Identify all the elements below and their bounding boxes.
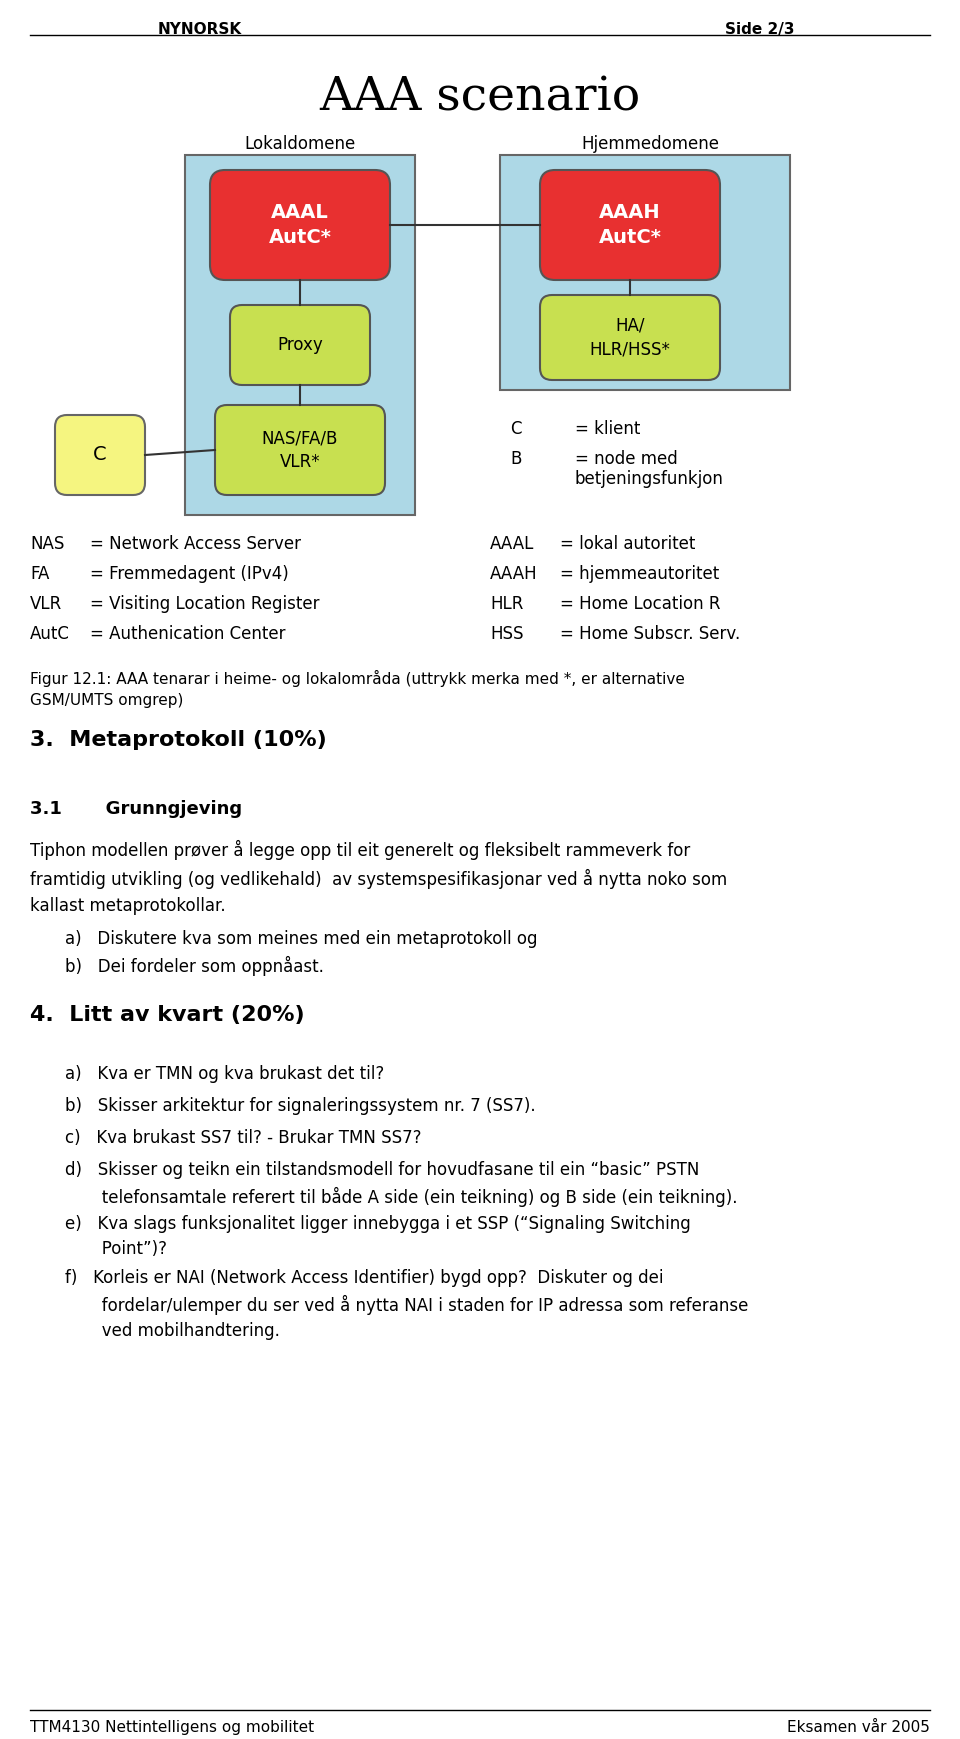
Text: f)   Korleis er NAI (Network Access Identifier) bygd opp?  Diskuter og dei
     : f) Korleis er NAI (Network Access Identi… — [65, 1269, 749, 1341]
Text: NYNORSK: NYNORSK — [158, 23, 242, 37]
Text: = Home Location R: = Home Location R — [560, 595, 721, 614]
Text: TTM4130 Nettintelligens og mobilitet: TTM4130 Nettintelligens og mobilitet — [30, 1720, 314, 1736]
Text: 4.  Litt av kvart (20%): 4. Litt av kvart (20%) — [30, 1005, 304, 1024]
Text: C: C — [510, 421, 521, 438]
Text: C: C — [93, 445, 107, 464]
Text: Proxy: Proxy — [277, 336, 323, 355]
Text: a)   Kva er TMN og kva brukast det til?: a) Kva er TMN og kva brukast det til? — [65, 1064, 384, 1083]
Text: = Visiting Location Register: = Visiting Location Register — [90, 595, 320, 614]
Text: b)   Dei fordeler som oppnåast.: b) Dei fordeler som oppnåast. — [65, 956, 324, 976]
Text: AAAH
AutC*: AAAH AutC* — [599, 203, 661, 247]
Text: d)   Skisser og teikn ein tilstandsmodell for hovudfasane til ein “basic” PSTN
 : d) Skisser og teikn ein tilstandsmodell … — [65, 1162, 737, 1207]
Text: c)   Kva brukast SS7 til? - Brukar TMN SS7?: c) Kva brukast SS7 til? - Brukar TMN SS7… — [65, 1129, 421, 1148]
Text: = hjemmeautoritet: = hjemmeautoritet — [560, 565, 719, 583]
Text: = klient: = klient — [575, 421, 640, 438]
Text: = Authenication Center: = Authenication Center — [90, 624, 285, 643]
Text: Figur 12.1: AAA tenarar i heime- og lokalområda (uttrykk merka med *, er alterna: Figur 12.1: AAA tenarar i heime- og loka… — [30, 670, 684, 708]
Text: 3.  Metaprotokoll (10%): 3. Metaprotokoll (10%) — [30, 730, 326, 750]
Text: FA: FA — [30, 565, 49, 583]
Text: HA/
HLR/HSS*: HA/ HLR/HSS* — [589, 316, 670, 358]
FancyBboxPatch shape — [540, 296, 720, 381]
Text: 3.1       Grunngjeving: 3.1 Grunngjeving — [30, 800, 242, 817]
FancyBboxPatch shape — [55, 416, 145, 496]
Text: NAS: NAS — [30, 536, 64, 553]
FancyBboxPatch shape — [215, 405, 385, 496]
Text: betjeningsfunkjon: betjeningsfunkjon — [575, 470, 724, 489]
Text: AAAL
AutC*: AAAL AutC* — [269, 203, 331, 247]
FancyBboxPatch shape — [540, 170, 720, 280]
Text: e)   Kva slags funksjonalitet ligger innebygga i et SSP (“Signaling Switching
  : e) Kva slags funksjonalitet ligger inneb… — [65, 1216, 691, 1257]
Bar — [185, 155, 415, 515]
Text: = lokal autoritet: = lokal autoritet — [560, 536, 695, 553]
Text: AAAL: AAAL — [490, 536, 535, 553]
Text: HLR: HLR — [490, 595, 523, 614]
Text: = Home Subscr. Serv.: = Home Subscr. Serv. — [560, 624, 740, 643]
Text: = Fremmedagent (IPv4): = Fremmedagent (IPv4) — [90, 565, 289, 583]
Text: Eksamen vår 2005: Eksamen vår 2005 — [787, 1720, 930, 1736]
Text: AutC: AutC — [30, 624, 70, 643]
Bar — [500, 155, 790, 390]
Text: NAS/FA/B
VLR*: NAS/FA/B VLR* — [262, 430, 338, 471]
Text: Hjemmedomene: Hjemmedomene — [581, 136, 719, 153]
Text: AAA scenario: AAA scenario — [320, 75, 640, 120]
FancyBboxPatch shape — [210, 170, 390, 280]
Text: AAAH: AAAH — [490, 565, 538, 583]
Text: B: B — [510, 450, 521, 468]
Text: HSS: HSS — [490, 624, 523, 643]
FancyBboxPatch shape — [230, 304, 370, 384]
Text: Tiphon modellen prøver å legge opp til eit generelt og fleksibelt rammeverk for
: Tiphon modellen prøver å legge opp til e… — [30, 840, 728, 915]
Text: b)   Skisser arkitektur for signaleringssystem nr. 7 (SS7).: b) Skisser arkitektur for signaleringssy… — [65, 1097, 536, 1115]
Text: = Network Access Server: = Network Access Server — [90, 536, 301, 553]
Text: Side 2/3: Side 2/3 — [725, 23, 795, 37]
Text: Lokaldomene: Lokaldomene — [245, 136, 355, 153]
Text: = node med: = node med — [575, 450, 678, 468]
Text: VLR: VLR — [30, 595, 62, 614]
Text: a)   Diskutere kva som meines med ein metaprotokoll og: a) Diskutere kva som meines med ein meta… — [65, 930, 538, 948]
